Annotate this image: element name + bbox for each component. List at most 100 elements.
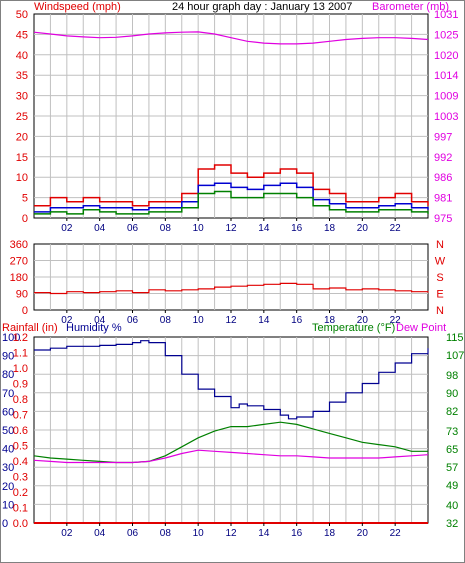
x-tick-label: 10	[193, 315, 205, 326]
compass-label: N	[436, 305, 444, 317]
temperature-tick-label: 90	[446, 388, 458, 400]
x-tick-label: 22	[390, 528, 402, 539]
x-tick-label: 18	[324, 315, 336, 326]
series-direction	[34, 282, 429, 295]
y-right-tick-label: 986	[434, 172, 452, 184]
x-tick-label: 22	[390, 223, 402, 234]
compass-label: S	[436, 272, 443, 284]
x-tick-label: 18	[324, 528, 336, 539]
wind-panel: 0 5 10 15 20 25 30 35 40 45 50 975 981 986 992 997 1003 1…	[16, 9, 459, 234]
humidity-tick-label: 50	[2, 425, 14, 437]
x-tick-label: 04	[94, 315, 106, 326]
x-tick-label: 12	[225, 223, 237, 234]
temperature-tick-label: 107	[446, 350, 464, 362]
y-left-tick-label: 360	[10, 239, 28, 251]
temperature-tick-label: 49	[446, 480, 458, 492]
humidity-tick-label: 100	[2, 332, 20, 344]
rain-tick-label: 0.7	[13, 410, 28, 422]
humidity-tick-label: 0	[2, 518, 8, 530]
rain-tick-label: 1.0	[13, 363, 28, 375]
y-left-tick-label: 30	[16, 91, 28, 103]
y-left-tick-label: 20	[16, 131, 28, 143]
y-left-tick-label: 5	[22, 193, 28, 205]
x-tick-label: 20	[357, 528, 369, 539]
rain-tick-label: 0.6	[13, 425, 28, 437]
humidity-tick-label: 80	[2, 369, 14, 381]
humidity-tick-label: 40	[2, 444, 14, 456]
x-tick-label: 06	[127, 315, 139, 326]
y-right-tick-label: 1009	[434, 91, 458, 103]
compass-label: N	[436, 239, 444, 251]
compass-label: E	[436, 289, 443, 301]
temperature-tick-label: 115	[446, 332, 464, 344]
x-tick-label: 02	[61, 315, 73, 326]
x-tick-label: 06	[127, 528, 139, 539]
series-average	[34, 182, 429, 213]
series-wind_green	[34, 190, 429, 215]
rainfall-axis-title: Rainfall (in)	[2, 322, 58, 334]
compass-label: W	[435, 256, 446, 268]
y-right-tick-label: 1025	[434, 29, 458, 41]
x-tick-label: 12	[225, 315, 237, 326]
graph-title: 24 hour graph day : January 13 2007	[172, 1, 352, 13]
x-tick-label: 04	[94, 223, 106, 234]
y-right-tick-label: 992	[434, 152, 452, 164]
rain-tick-label: 0.5	[13, 441, 28, 453]
humidity-tick-label: 30	[2, 462, 14, 474]
x-tick-label: 16	[291, 528, 303, 539]
x-tick-label: 08	[160, 223, 172, 234]
rain-tick-label: 1.2	[13, 332, 28, 344]
humidity-tick-label: 70	[2, 388, 14, 400]
y-left-tick-label: 0	[22, 305, 28, 317]
rain-tick-label: 0.1	[13, 503, 28, 515]
rain-tick-label: 0.3	[13, 472, 28, 484]
temperature-tick-label: 98	[446, 370, 458, 382]
x-tick-label: 22	[390, 315, 402, 326]
y-right-tick-label: 1031	[434, 9, 458, 21]
x-tick-label: 20	[357, 223, 369, 234]
x-tick-label: 18	[324, 223, 336, 234]
barometer-axis-title: Barometer (mb)	[372, 1, 449, 13]
y-left-tick-label: 15	[16, 152, 28, 164]
y-left-tick-label: 50	[16, 9, 28, 21]
x-tick-label: 12	[225, 528, 237, 539]
series-dew_point	[33, 449, 429, 464]
y-right-tick-label: 975	[434, 213, 452, 225]
weather-panel: Rainfall (in) Humidity % Temperature (°F) D…	[2, 322, 464, 539]
humidity-axis-title: Humidity %	[66, 322, 122, 334]
temperature-tick-label: 32	[446, 518, 458, 530]
y-left-tick-label: 270	[10, 256, 28, 268]
y-left-tick-label: 90	[16, 289, 28, 301]
temperature-tick-label: 40	[446, 500, 458, 512]
y-left-tick-label: 40	[16, 50, 28, 62]
rain-tick-label: 0.4	[13, 456, 28, 468]
humidity-tick-label: 10	[2, 499, 14, 511]
y-right-tick-label: 1003	[434, 111, 458, 123]
series-gust	[34, 164, 429, 207]
dew-point-axis-title: Dew Point	[396, 322, 446, 334]
x-tick-label: 08	[160, 528, 172, 539]
y-left-tick-label: 10	[16, 172, 28, 184]
x-tick-label: 02	[61, 528, 73, 539]
temperature-tick-label: 65	[446, 444, 458, 456]
y-left-tick-label: 0	[22, 213, 28, 225]
temperature-tick-label: 57	[446, 462, 458, 474]
y-right-tick-label: 1020	[434, 50, 458, 62]
rain-tick-label: 0.9	[13, 379, 28, 391]
temperature-tick-label: 82	[446, 406, 458, 418]
y-right-tick-label: 1014	[434, 70, 458, 82]
x-tick-label: 14	[258, 528, 270, 539]
y-right-tick-label: 981	[434, 193, 452, 205]
rain-tick-label: 0.0	[13, 518, 28, 530]
y-left-tick-label: 180	[10, 272, 28, 284]
x-tick-label: 14	[258, 315, 270, 326]
x-tick-label: 08	[160, 315, 172, 326]
humidity-tick-label: 20	[2, 481, 14, 493]
series-humidity	[34, 340, 429, 420]
x-tick-label: 04	[94, 528, 106, 539]
rain-tick-label: 0.8	[13, 394, 28, 406]
series-barometer	[33, 31, 429, 45]
x-tick-label: 10	[193, 528, 205, 539]
